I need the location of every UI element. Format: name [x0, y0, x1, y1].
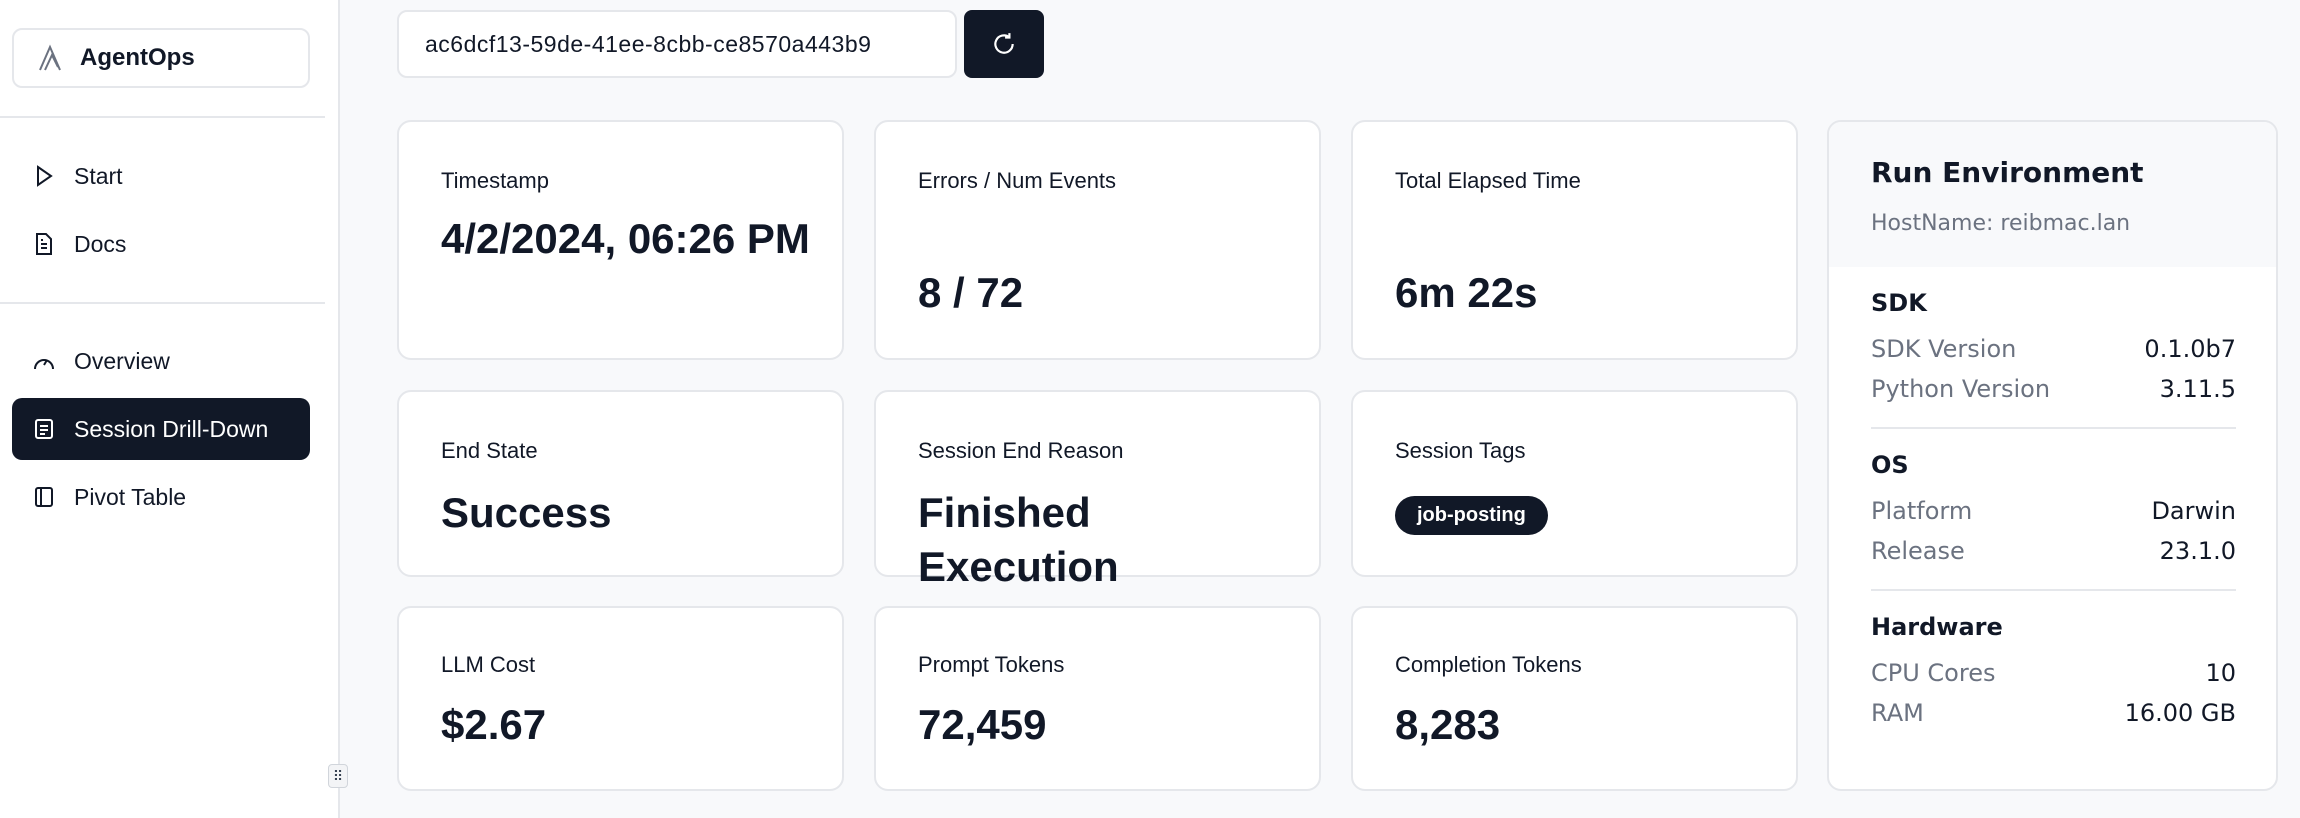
env-row: RAM 16.00 GB [1871, 693, 2236, 733]
refresh-icon [994, 33, 1014, 54]
env-value: 23.1.0 [2159, 537, 2236, 565]
end-state-card: End State Success [397, 390, 844, 577]
env-key: RAM [1871, 699, 1924, 727]
session-id-input[interactable] [397, 10, 957, 78]
env-section-os: OS Platform Darwin Release 23.1.0 [1871, 429, 2236, 591]
env-value: Darwin [2151, 497, 2236, 525]
sidebar-item-label: Start [74, 162, 123, 189]
completion-tokens-card: Completion Tokens 8,283 [1351, 606, 1798, 791]
card-value: $2.67 [441, 701, 547, 748]
env-value: 10 [2205, 659, 2236, 687]
sidebar-resize-handle[interactable]: ⠿ [328, 764, 348, 788]
card-label: Prompt Tokens [918, 652, 1065, 677]
env-key: CPU Cores [1871, 659, 1996, 687]
card-label: Timestamp [441, 168, 549, 193]
gauge-icon [34, 359, 54, 370]
sidebar-item-pivot-table[interactable]: Pivot Table [12, 466, 310, 528]
section-title: Hardware [1871, 613, 2003, 641]
brand-logo-button[interactable]: AgentOps [12, 28, 310, 88]
session-tags-card: Session Tags job-posting [1351, 390, 1798, 577]
env-key: Platform [1871, 497, 1973, 525]
env-value: 16.00 GB [2124, 699, 2236, 727]
sidebar-item-label: Overview [74, 347, 170, 374]
end-reason-card: Session End Reason Finished Execution [874, 390, 1321, 590]
env-title: Run Environment [1871, 156, 2144, 189]
llm-cost-card: LLM Cost $2.67 [397, 606, 844, 791]
card-label: Session End Reason [918, 438, 1124, 463]
divider [0, 116, 325, 118]
card-label: Completion Tokens [1395, 652, 1582, 677]
card-label: Session Tags [1395, 438, 1526, 463]
card-label: LLM Cost [441, 652, 536, 677]
env-row: SDK Version 0.1.0b7 [1871, 329, 2236, 369]
env-section-sdk: SDK SDK Version 0.1.0b7 Python Version 3.1… [1871, 267, 2236, 429]
sidebar-item-session-drill-down[interactable]: Session Drill-Down [12, 398, 310, 460]
elapsed-time-card: Total Elapsed Time 6m 22s [1351, 120, 1798, 360]
play-icon [37, 165, 53, 187]
card-value: 4/2/2024, 06:26 PM [441, 215, 810, 262]
card-label: Errors / Num Events [918, 168, 1117, 193]
env-header: Run Environment HostName: reibmac.lan [1829, 122, 2276, 267]
document-icon [36, 233, 52, 255]
env-row: Platform Darwin [1871, 491, 2236, 531]
env-value: 0.1.0b7 [2144, 335, 2236, 363]
sidebar: AgentOps Start Docs Overview Session Dri… [0, 0, 340, 818]
card-label: Total Elapsed Time [1395, 168, 1581, 193]
section-title: SDK [1871, 289, 1927, 317]
sidebar-item-docs[interactable]: Docs [12, 213, 310, 275]
env-row: Release 23.1.0 [1871, 531, 2236, 571]
card-value: Finished Execution [918, 489, 1119, 590]
card-value: 8,283 [1395, 701, 1501, 748]
tag-badge[interactable]: job-posting [1395, 496, 1548, 535]
brand-name: AgentOps [80, 44, 195, 71]
list-icon [35, 419, 53, 439]
sidebar-item-start[interactable]: Start [12, 145, 310, 207]
prompt-tokens-card: Prompt Tokens 72,459 [874, 606, 1321, 791]
env-key: Python Version [1871, 375, 2051, 403]
card-value: 72,459 [918, 701, 1047, 748]
env-key: SDK Version [1871, 335, 2017, 363]
env-row: CPU Cores 10 [1871, 653, 2236, 693]
env-section-hardware: Hardware CPU Cores 10 RAM 16.00 GB [1871, 591, 2236, 751]
section-title: OS [1871, 451, 1909, 479]
panel-icon [35, 487, 53, 507]
card-value: Success [441, 489, 612, 536]
env-value: 3.11.5 [2159, 375, 2236, 403]
card-label: End State [441, 438, 538, 463]
sidebar-item-label: Docs [74, 230, 127, 257]
timestamp-card: Timestamp 4/2/2024, 06:26 PM [397, 120, 844, 360]
card-value: 8 / 72 [918, 269, 1024, 316]
run-environment-panel: Run Environment HostName: reibmac.lan SD… [1827, 120, 2278, 791]
sidebar-item-label: Pivot Table [74, 483, 187, 510]
env-key: Release [1871, 537, 1965, 565]
errors-events-card: Errors / Num Events 8 / 72 [874, 120, 1321, 360]
env-row: Python Version 3.11.5 [1871, 369, 2236, 409]
sidebar-item-overview[interactable]: Overview [12, 330, 310, 392]
agentops-logo-icon [39, 44, 61, 71]
refresh-button[interactable] [964, 10, 1044, 78]
divider [0, 302, 325, 304]
sidebar-item-label: Session Drill-Down [74, 415, 269, 442]
card-value: 6m 22s [1395, 269, 1538, 316]
env-hostname: HostName: reibmac.lan [1871, 211, 2131, 236]
